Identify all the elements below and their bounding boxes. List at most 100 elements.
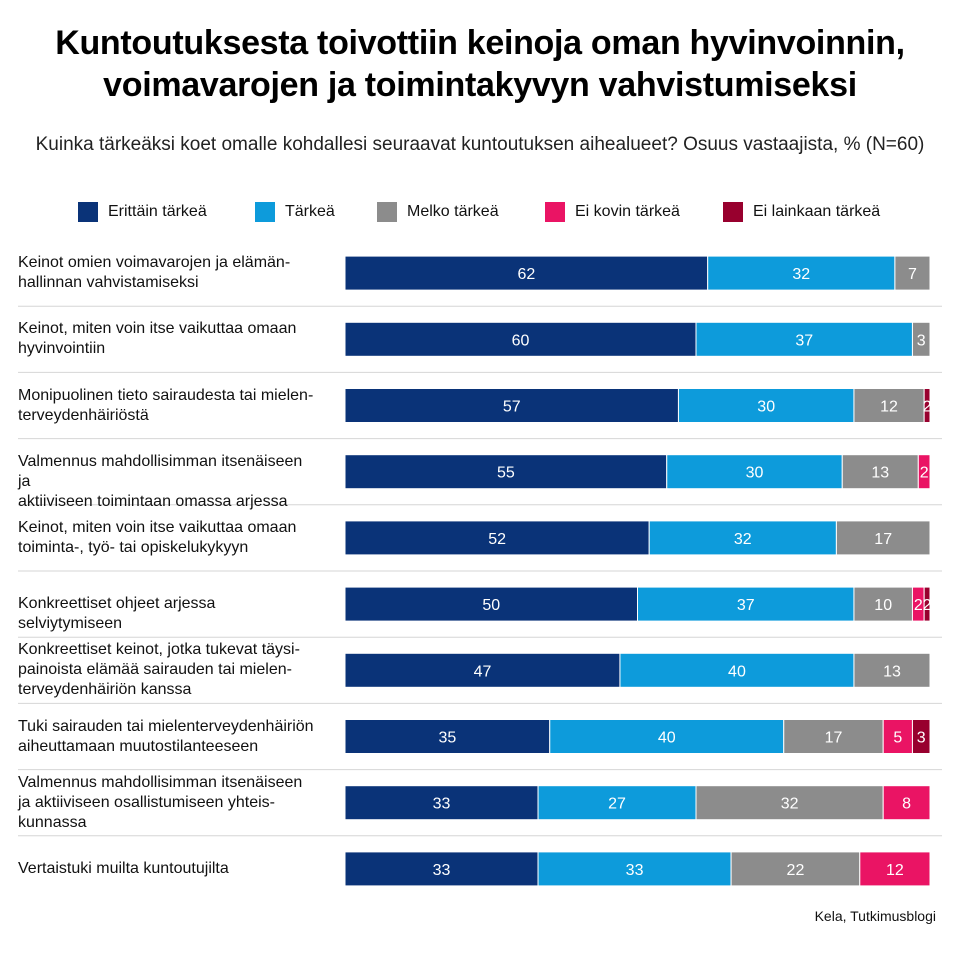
legend-label: Ei lainkaan tärkeä [753,203,881,220]
legend-item: Ei lainkaan tärkeä [723,200,880,224]
data-label: 2 [914,597,923,614]
chart-title: Kuntoutuksesta toivottiin keinoja oman h… [0,22,960,106]
category-label-line: Vertaistuki muilta kuntoutujilta [18,859,229,877]
bar-segment [853,652,931,688]
bar-segment [835,520,931,556]
data-label: 3 [917,332,926,349]
legend-label: Tärkeä [285,203,335,220]
bar-segment [549,719,785,754]
category-label-line: terveydenhäiriön kanssa [18,681,192,699]
data-label: 33 [626,862,644,879]
category-label-line: Keinot, miten voin itse vaikuttaa omaan [18,518,297,536]
category-label: Keinot, miten voin itse vaikuttaa omaan h… [18,319,318,359]
data-label: 27 [608,796,626,813]
category-label: Valmennus mahdollisimman itsenäiseen ja a… [18,452,318,512]
bar-segment [666,454,843,490]
data-label: 40 [658,730,676,747]
data-label: 33 [433,862,451,879]
data-label: 13 [883,663,901,680]
data-label: 47 [474,663,492,680]
bar-segment [911,719,931,754]
category-label-line: aiheuttamaan muutostilanteeseen [18,737,259,755]
data-label: 10 [874,597,892,614]
bar-segment [344,321,697,357]
data-label: 37 [737,597,755,614]
data-label: 3 [917,730,926,747]
legend-item: Ei kovin tärkeä [545,200,680,224]
data-label: 40 [728,663,746,680]
category-label: Konkreettiset keinot, jotka tukevat täys… [18,640,318,700]
legend-swatch [255,202,275,222]
category-label: Valmennus mahdollisimman itsenäiseen ja a… [18,773,318,833]
data-label: 57 [503,399,521,416]
chart-subtitle: Kuinka tärkeäksi koet omalle kohdallesi … [35,134,925,155]
legend-swatch [78,202,98,222]
data-label: 5 [893,730,902,747]
category-label-line: Valmennus mahdollisimman itsenäiseen [18,773,303,791]
bar-segment [344,652,621,688]
bar-segment [344,719,551,754]
category-label-line: ja aktiiviseen osallistumiseen yhteis- [18,793,275,811]
legend-item: Tärkeä [255,200,335,224]
category-label-line: Keinot, miten voin itse vaikuttaa omaan [18,320,297,338]
category-label-line: Valmennus mahdollisimman itsenäiseen ja [18,452,303,490]
legend-label: Ei kovin tärkeä [575,203,680,220]
category-label: Konkreettiset ohjeet arjessa selviytymis… [18,594,318,634]
data-label: 37 [795,332,813,349]
data-label: 52 [488,531,506,548]
bar-segment [537,851,732,887]
bar-segment [344,785,539,821]
data-label: 30 [757,399,775,416]
data-label: 8 [902,796,911,813]
bar-segment [894,255,931,291]
data-label: 62 [517,266,535,283]
bar-segment [911,321,931,357]
data-label: 33 [433,796,451,813]
data-label: 60 [512,332,530,349]
data-label: 12 [880,399,898,416]
category-label-line: Monipuolinen tieto sairaudesta tai miele… [18,386,314,404]
source-note: Kela, Tutkimusblogi [814,908,936,924]
data-label: 17 [874,531,892,548]
bar-segment [923,586,931,622]
bar-segment [619,652,855,688]
bar-segment [344,586,638,622]
bar-segment [859,851,931,887]
category-label: Keinot, miten voin itse vaikuttaa omaan t… [18,518,318,558]
category-label: Vertaistuki muilta kuntoutujilta [18,859,318,879]
legend-item: Erittäin tärkeä [78,200,207,224]
legend-label: Erittäin tärkeä [108,203,207,220]
bar-segment [841,454,919,490]
bar-segment [695,321,913,357]
data-label: 30 [746,465,764,482]
legend-swatch [723,202,743,222]
data-label: 17 [825,730,843,747]
data-label: 35 [438,730,456,747]
data-label: 50 [482,597,500,614]
chart-title-line: voimavarojen ja toimintakyvyn vahvistumi… [103,66,857,104]
legend-swatch [545,202,565,222]
bar-segment [853,388,925,423]
category-label-line: Konkreettiset ohjeet arjessa selviytymis… [18,595,216,633]
bar-segment [730,851,861,887]
data-label: 12 [886,862,904,879]
data-label: 32 [792,266,810,283]
bar-segment [853,586,913,622]
bar-segment [344,454,668,490]
category-label: Keinot omien voimavarojen ja elämän-hall… [18,253,318,293]
bar-segment [344,388,679,423]
data-label: 55 [497,465,515,482]
data-label: 32 [734,531,752,548]
category-label-line: Tuki sairauden tai mielenterveydenhäiriö… [18,717,314,735]
legend-label: Melko tärkeä [407,203,499,220]
category-label-line: hyvinvointiin [18,340,106,358]
category-label-line: Konkreettiset keinot, jotka tukevat täys… [18,641,300,659]
category-label-line: toiminta-, työ- tai opiskelukykyyn [18,538,249,556]
chart-legend: Erittäin tärkeä Tärkeä Melko tärkeä Ei kovi… [0,200,960,224]
category-label-line: painoista elämää sairauden tai mielen- [18,661,292,679]
category-label-line: terveydenhäiriöstä [18,406,149,424]
data-label: 32 [781,796,799,813]
chart-title-line: Kuntoutuksesta toivottiin keinoja oman h… [55,24,905,62]
bar-segment [923,388,931,423]
